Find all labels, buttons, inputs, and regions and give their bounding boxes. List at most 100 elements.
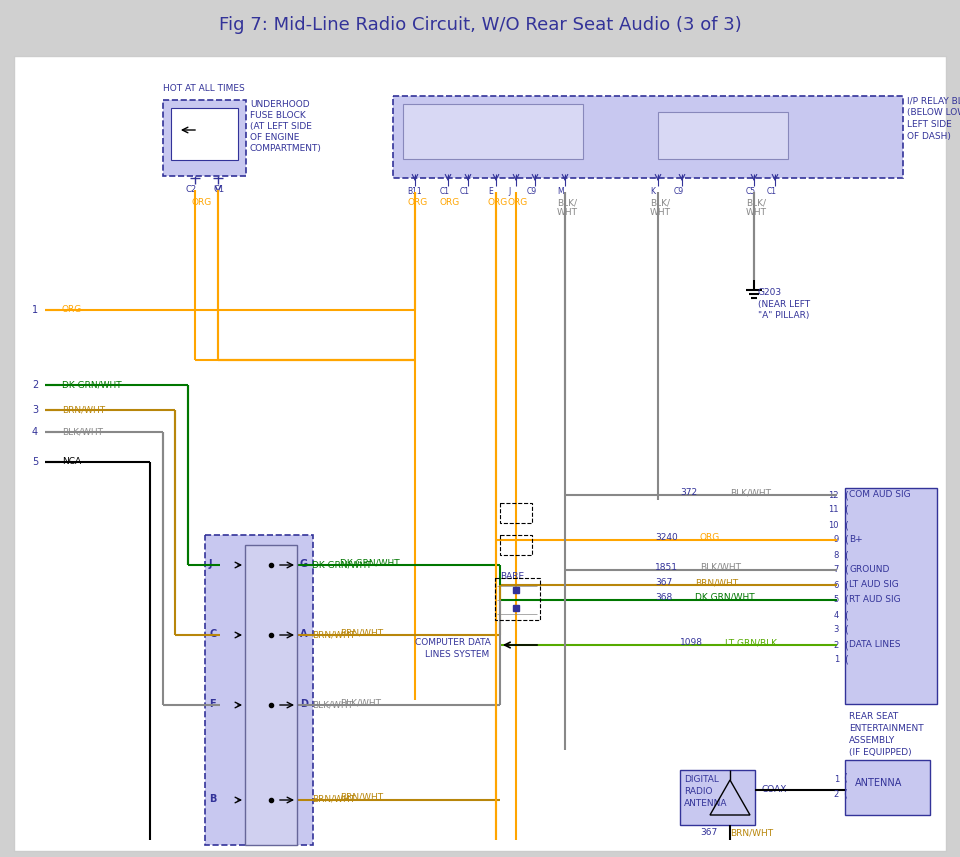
Bar bbox=[171, 108, 238, 160]
Text: C1: C1 bbox=[767, 187, 777, 196]
Text: FUSE BLOCK: FUSE BLOCK bbox=[250, 111, 305, 120]
Text: (: ( bbox=[844, 490, 848, 500]
Text: RT AUD SIG: RT AUD SIG bbox=[849, 595, 900, 604]
Text: F: F bbox=[209, 699, 216, 709]
Bar bbox=[845, 488, 937, 704]
Text: 367: 367 bbox=[700, 828, 717, 837]
Bar bbox=[495, 578, 540, 620]
Text: K: K bbox=[650, 187, 655, 196]
Text: (: ( bbox=[844, 535, 848, 545]
Text: (: ( bbox=[844, 520, 848, 530]
Text: ORG: ORG bbox=[191, 198, 211, 207]
Text: (: ( bbox=[843, 788, 847, 798]
Text: COMPARTMENT): COMPARTMENT) bbox=[250, 144, 322, 153]
Text: 2: 2 bbox=[833, 790, 839, 799]
Text: (: ( bbox=[844, 550, 848, 560]
Text: D: D bbox=[300, 699, 308, 709]
Text: G203: G203 bbox=[758, 288, 782, 297]
Text: B: B bbox=[209, 794, 216, 804]
Bar bbox=[403, 104, 583, 159]
Text: BRN/WHT: BRN/WHT bbox=[340, 793, 383, 802]
Bar bbox=[163, 100, 246, 176]
Text: (BELOW LOWER: (BELOW LOWER bbox=[907, 108, 960, 117]
Text: ORG: ORG bbox=[440, 198, 460, 207]
Text: J: J bbox=[209, 559, 212, 569]
Text: DK GRN/WHT: DK GRN/WHT bbox=[62, 380, 122, 389]
Text: BRN/WHT: BRN/WHT bbox=[312, 630, 355, 639]
Text: "A" PILLAR): "A" PILLAR) bbox=[758, 311, 809, 320]
Text: 3: 3 bbox=[833, 626, 839, 634]
Text: BRN/WHT: BRN/WHT bbox=[340, 628, 383, 637]
Text: COM AUD SIG: COM AUD SIG bbox=[849, 490, 911, 499]
Text: ORG: ORG bbox=[700, 533, 720, 542]
Text: M: M bbox=[557, 187, 564, 196]
Text: 5: 5 bbox=[32, 457, 38, 467]
Bar bbox=[680, 770, 755, 825]
Text: (NEAR LEFT: (NEAR LEFT bbox=[758, 300, 810, 309]
Text: BLK/: BLK/ bbox=[557, 198, 577, 207]
Text: C1: C1 bbox=[460, 187, 470, 196]
Text: BARE: BARE bbox=[500, 572, 524, 581]
Text: ORG: ORG bbox=[488, 198, 508, 207]
Text: ORG: ORG bbox=[62, 305, 83, 314]
Bar bbox=[500, 503, 532, 523]
Bar bbox=[845, 760, 930, 815]
Text: B+: B+ bbox=[849, 535, 863, 544]
Text: BLK/WHT: BLK/WHT bbox=[700, 563, 741, 572]
Text: (: ( bbox=[844, 640, 848, 650]
Text: 4: 4 bbox=[833, 610, 839, 620]
Text: INFO: INFO bbox=[192, 122, 216, 132]
Text: 9: 9 bbox=[833, 536, 839, 544]
Text: WHT: WHT bbox=[557, 208, 578, 217]
Text: NCA: NCA bbox=[62, 457, 82, 466]
Text: ASSEMBLY: ASSEMBLY bbox=[849, 736, 896, 745]
Bar bbox=[500, 535, 532, 555]
Text: FUSE: FUSE bbox=[191, 134, 217, 144]
Text: 3: 3 bbox=[32, 405, 38, 415]
Text: A: A bbox=[300, 629, 307, 639]
Text: (: ( bbox=[844, 505, 848, 515]
Text: 7: 7 bbox=[833, 566, 839, 574]
Text: BLK/: BLK/ bbox=[650, 198, 670, 207]
Text: LT GRN/BLK: LT GRN/BLK bbox=[725, 638, 777, 647]
Text: REAR SEAT: REAR SEAT bbox=[849, 712, 899, 721]
Text: (: ( bbox=[843, 773, 847, 783]
Text: HOT AT ALL TIMES: HOT AT ALL TIMES bbox=[163, 84, 245, 93]
Text: C5: C5 bbox=[746, 187, 756, 196]
Text: LEFT SIDE: LEFT SIDE bbox=[907, 120, 951, 129]
Text: (IF EQUIPPED): (IF EQUIPPED) bbox=[849, 748, 912, 757]
Text: DIGITAL: DIGITAL bbox=[684, 775, 719, 784]
Text: C9: C9 bbox=[527, 187, 538, 196]
Text: C1: C1 bbox=[213, 185, 224, 194]
Text: (: ( bbox=[844, 625, 848, 635]
Text: BLK/WHT: BLK/WHT bbox=[340, 698, 381, 707]
Text: 368: 368 bbox=[655, 593, 672, 602]
Text: GROUND: GROUND bbox=[849, 565, 889, 574]
Text: 372: 372 bbox=[680, 488, 697, 497]
Text: ORG: ORG bbox=[508, 198, 528, 207]
Bar bbox=[245, 545, 297, 845]
Text: LT AUD SIG: LT AUD SIG bbox=[849, 580, 899, 589]
Text: (AT LEFT SIDE: (AT LEFT SIDE bbox=[250, 122, 312, 131]
Text: 1: 1 bbox=[833, 775, 839, 784]
Text: C9: C9 bbox=[674, 187, 684, 196]
Text: 8: 8 bbox=[833, 550, 839, 560]
Text: 2: 2 bbox=[833, 640, 839, 650]
Text: 1: 1 bbox=[833, 656, 839, 664]
Text: (: ( bbox=[844, 565, 848, 575]
Bar bbox=[205, 535, 313, 845]
Text: 1098: 1098 bbox=[680, 638, 703, 647]
Text: 5: 5 bbox=[833, 596, 839, 604]
Text: C: C bbox=[209, 629, 216, 639]
Text: DK GRN/WHT: DK GRN/WHT bbox=[312, 560, 372, 569]
Text: RADIO: RADIO bbox=[684, 787, 712, 796]
Text: BRN/WHT: BRN/WHT bbox=[730, 828, 773, 837]
Text: DATA LINES: DATA LINES bbox=[849, 640, 900, 649]
Text: 15A: 15A bbox=[195, 146, 213, 156]
Text: BLK/WHT: BLK/WHT bbox=[312, 700, 353, 709]
Text: OF ENGINE: OF ENGINE bbox=[250, 133, 300, 142]
Text: BLK/: BLK/ bbox=[746, 198, 766, 207]
Text: Fig 7: Mid-Line Radio Circuit, W/O Rear Seat Audio (3 of 3): Fig 7: Mid-Line Radio Circuit, W/O Rear … bbox=[219, 16, 741, 34]
Bar bbox=[658, 112, 788, 159]
Text: (: ( bbox=[844, 610, 848, 620]
